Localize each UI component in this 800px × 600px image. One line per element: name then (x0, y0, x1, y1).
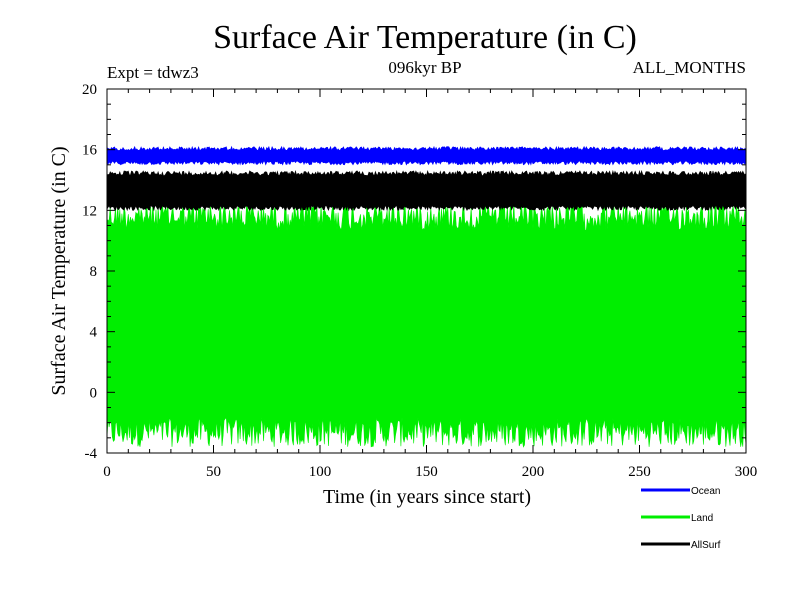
y-axis-label: Surface Air Temperature (in C) (48, 146, 70, 395)
x-axis-label: Time (in years since start) (323, 486, 531, 508)
legend-label-land: Land (691, 513, 713, 524)
months-label: ALL_MONTHS (633, 58, 746, 77)
y-tick-label: -4 (85, 446, 98, 462)
y-tick-label: 16 (82, 143, 98, 159)
x-tick-label: 200 (522, 464, 545, 480)
period-label: 096kyr BP (388, 58, 461, 77)
y-axis: -4 0 4 8 12 16 20 (82, 82, 746, 462)
series-band-ocean (106, 145, 747, 166)
y-tick-label: 4 (90, 325, 98, 341)
series-band-allsurf (106, 169, 747, 212)
y-tick-label: 20 (82, 82, 97, 98)
legend: Ocean Land AllSurf (641, 486, 721, 551)
legend-label-allsurf: AllSurf (691, 540, 721, 551)
x-tick-label: 250 (628, 464, 651, 480)
y-tick-label: 0 (90, 385, 98, 401)
series-band-land (106, 200, 747, 448)
x-tick-label: 300 (735, 464, 758, 480)
plot-area: -4 0 4 8 12 16 20 0 50 100 150 200 250 300 (82, 82, 757, 480)
x-tick-label: 0 (103, 464, 111, 480)
legend-label-ocean: Ocean (691, 486, 720, 497)
y-tick-label: 12 (82, 203, 97, 219)
x-tick-label: 50 (206, 464, 221, 480)
experiment-label: Expt = tdwz3 (107, 63, 199, 82)
series-bands (106, 145, 747, 448)
x-axis: 0 50 100 150 200 250 300 (103, 89, 757, 480)
x-tick-label: 150 (415, 464, 438, 480)
chart-title: Surface Air Temperature (in C) (213, 19, 637, 56)
y-tick-label: 8 (90, 264, 98, 280)
x-tick-label: 100 (309, 464, 332, 480)
